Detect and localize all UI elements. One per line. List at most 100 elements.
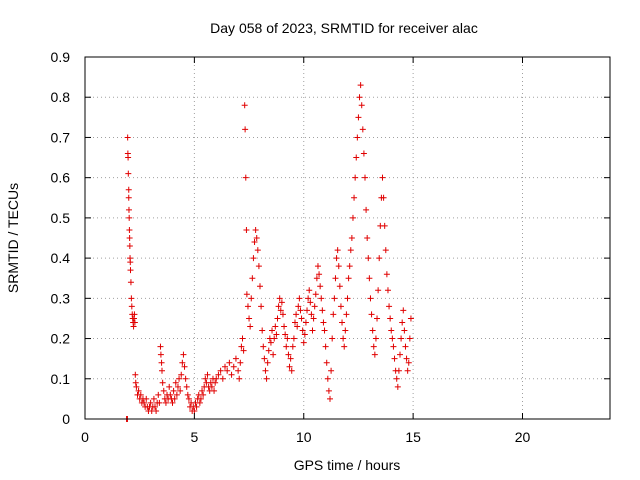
data-point — [226, 359, 233, 366]
data-point — [255, 263, 262, 270]
data-point — [295, 303, 302, 310]
data-point — [283, 343, 290, 350]
data-point — [179, 359, 186, 366]
x-tick-label: 10 — [296, 429, 312, 445]
data-point — [257, 283, 263, 290]
data-point — [128, 295, 135, 302]
data-point — [224, 367, 231, 374]
data-point — [176, 375, 183, 382]
data-point — [298, 315, 305, 322]
data-point — [351, 194, 358, 201]
data-point — [158, 359, 165, 366]
y-tick-label: 0.5 — [51, 210, 71, 226]
data-point — [127, 259, 134, 266]
data-point — [250, 255, 257, 262]
y-tick-label: 0.4 — [51, 250, 71, 266]
data-point — [132, 371, 139, 378]
data-points — [123, 82, 414, 422]
data-point — [406, 335, 413, 342]
data-point — [261, 355, 268, 362]
x-tick-label: 5 — [190, 429, 198, 445]
data-point — [155, 391, 162, 398]
data-point — [337, 303, 344, 310]
data-point — [143, 395, 150, 402]
x-tick-label: 0 — [81, 429, 89, 445]
data-point — [344, 295, 351, 302]
data-point — [301, 331, 308, 338]
data-point — [125, 170, 132, 177]
x-tick-label: 20 — [515, 429, 531, 445]
data-point — [323, 359, 330, 366]
data-point — [124, 134, 131, 141]
data-point — [327, 395, 333, 402]
data-point — [126, 214, 133, 221]
data-point — [182, 375, 189, 382]
data-point — [390, 343, 397, 350]
data-point — [382, 247, 389, 254]
data-point — [289, 343, 296, 350]
data-point — [347, 247, 354, 254]
y-tick-label: 0 — [62, 411, 70, 427]
data-point — [264, 359, 271, 366]
x-axis-label: GPS time / hours — [294, 457, 401, 473]
data-point — [383, 271, 390, 278]
data-point — [317, 283, 324, 290]
data-point — [159, 367, 165, 374]
data-point — [271, 335, 278, 342]
data-point — [307, 299, 314, 306]
data-point — [284, 335, 291, 342]
data-point — [275, 303, 282, 310]
data-point — [228, 371, 235, 378]
data-point — [375, 287, 382, 294]
data-point — [279, 311, 286, 318]
data-point — [170, 387, 177, 394]
data-point — [127, 279, 134, 286]
data-point — [127, 267, 134, 274]
data-point — [336, 283, 343, 290]
data-point — [238, 343, 245, 350]
data-point — [328, 367, 335, 374]
data-point — [389, 335, 396, 342]
data-point — [259, 327, 266, 334]
data-point — [400, 307, 407, 314]
data-point — [197, 395, 204, 402]
data-point — [133, 383, 140, 390]
data-point — [247, 323, 254, 330]
data-point — [252, 226, 259, 233]
data-point — [191, 407, 198, 414]
data-point — [125, 186, 132, 193]
data-point — [262, 367, 269, 374]
data-point — [125, 206, 132, 213]
data-point — [128, 303, 135, 310]
data-point — [193, 403, 200, 410]
data-point — [132, 379, 139, 386]
data-point — [402, 343, 409, 350]
data-point — [292, 319, 298, 326]
data-point — [319, 307, 326, 314]
data-point — [335, 263, 342, 270]
data-point — [196, 399, 203, 406]
data-point — [230, 363, 237, 370]
data-point — [169, 399, 176, 406]
data-point — [254, 247, 261, 254]
data-point — [374, 315, 381, 322]
data-point — [306, 287, 313, 294]
tick-labels: 0 5 10 15 20 0 0.1 0.2 0.3 0.4 0.5 0.6 0.7 0.8 0.9 — [51, 49, 531, 445]
data-point — [258, 303, 265, 310]
data-point — [349, 214, 356, 221]
data-point — [363, 206, 370, 213]
data-point — [202, 375, 209, 382]
data-point — [272, 323, 279, 330]
data-point — [276, 295, 283, 302]
data-point — [199, 387, 206, 394]
data-point — [320, 319, 327, 326]
data-point — [269, 327, 276, 334]
data-point — [267, 339, 274, 346]
data-point — [239, 335, 246, 342]
data-point — [314, 263, 321, 270]
data-point — [217, 367, 224, 374]
data-point — [367, 295, 374, 302]
data-point — [353, 154, 360, 161]
data-point — [297, 307, 304, 314]
